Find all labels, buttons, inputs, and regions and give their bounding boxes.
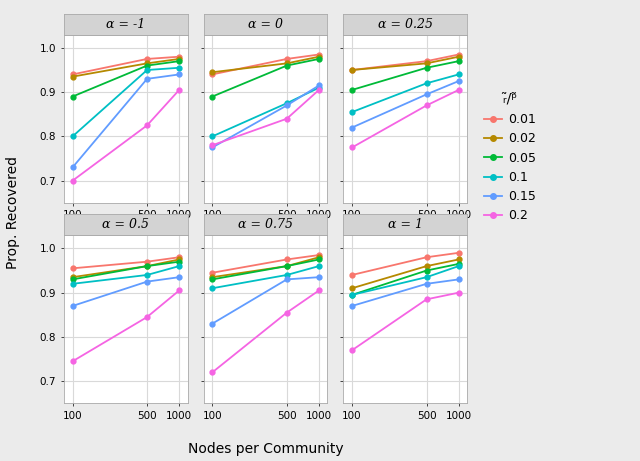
Legend: 0.01, 0.02, 0.05, 0.1, 0.15, 0.2: 0.01, 0.02, 0.05, 0.1, 0.15, 0.2 — [480, 89, 540, 226]
Text: α = 0.25: α = 0.25 — [378, 18, 433, 31]
Text: α = 0.75: α = 0.75 — [238, 218, 293, 231]
Text: α = 0: α = 0 — [248, 18, 283, 31]
Text: α = 0.5: α = 0.5 — [102, 218, 149, 231]
Text: α = 1: α = 1 — [388, 218, 423, 231]
Text: α = -1: α = -1 — [106, 18, 145, 31]
Text: Nodes per Community: Nodes per Community — [188, 443, 344, 456]
Text: Prop. Recovered: Prop. Recovered — [6, 155, 20, 269]
